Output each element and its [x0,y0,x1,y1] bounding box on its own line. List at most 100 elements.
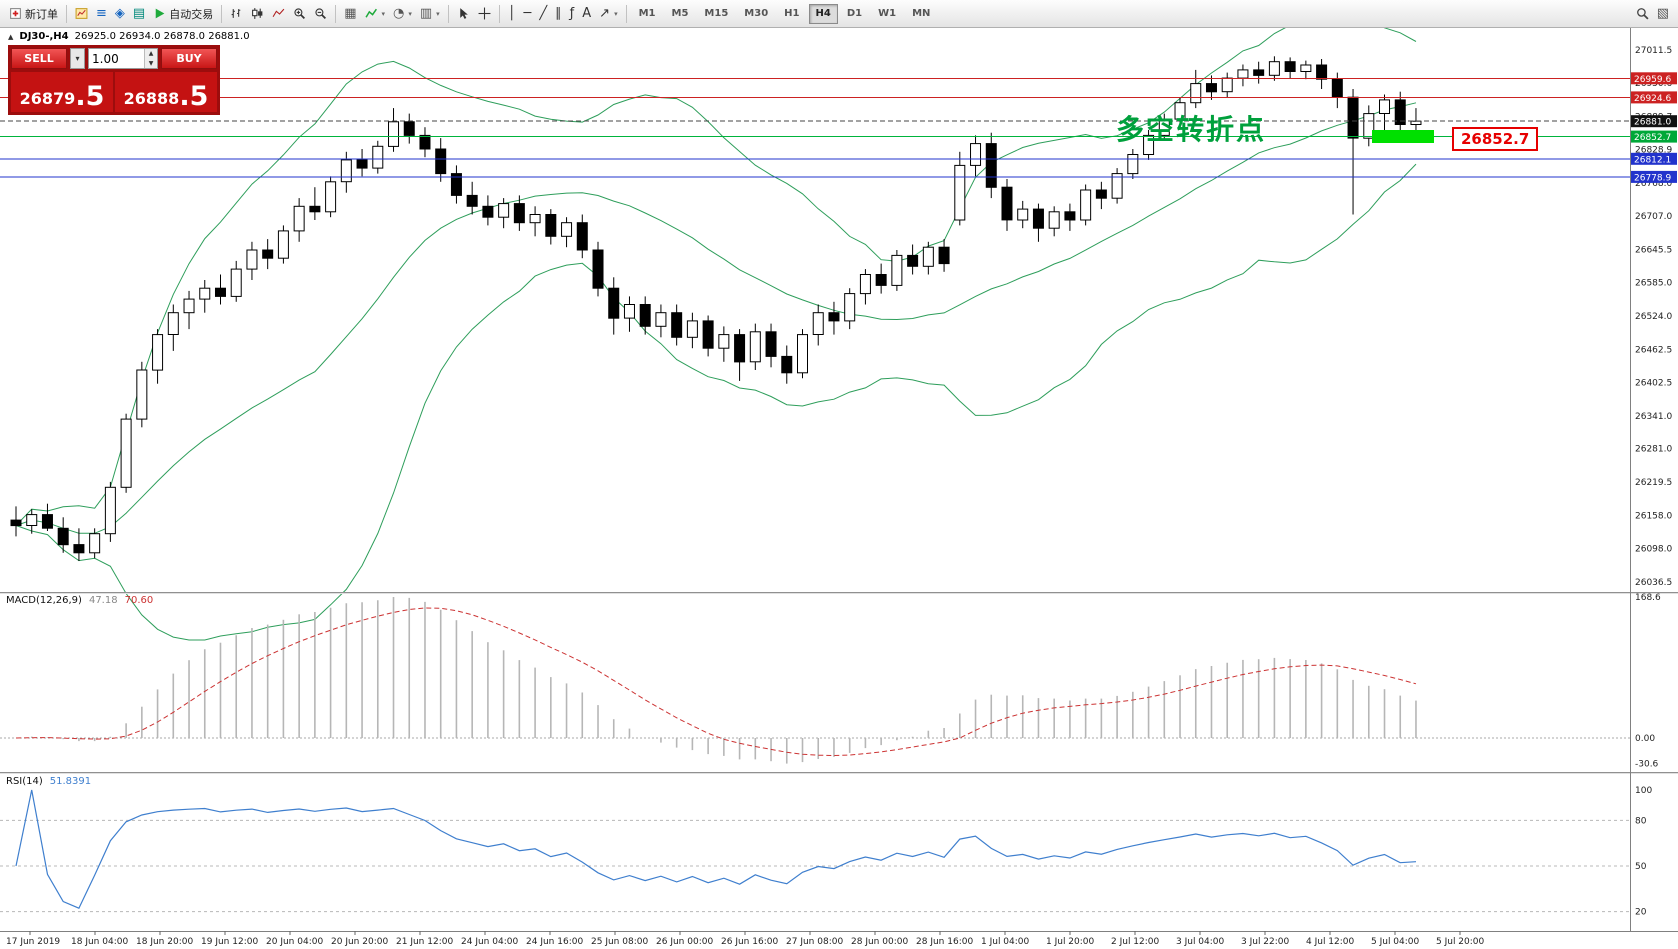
search-icon [1636,7,1649,20]
time-axis-label: 19 Jun 12:00 [201,937,258,947]
bollinger-upper-band [15,28,1417,526]
rsi-indicator-header: RSI(14) 51.8391 [6,776,91,787]
horizontal-line-button[interactable]: ─ [520,3,536,25]
fibonacci-button[interactable]: ƒ [566,3,579,25]
volume-input[interactable] [89,49,144,68]
tile-windows-icon: ▦ [344,6,357,21]
candle-down [828,312,840,322]
price-tag-label: 26852.7 [1634,133,1671,143]
auto-trading-button[interactable]: 自动交易 [149,3,217,25]
candle-up [1111,173,1123,199]
time-axis-label: 26 Jun 16:00 [721,937,778,947]
candlestick-chart-button[interactable] [247,3,268,25]
sell-button[interactable]: SELL [11,48,67,69]
time-axis-label: 18 Jun 20:00 [136,937,193,947]
candle-down [513,203,525,224]
vertical-line-button[interactable]: │ [504,3,520,25]
line-chart-button[interactable] [268,3,289,25]
price-tag-label: 26959.6 [1634,75,1671,85]
price-axis-label: 27011.5 [1635,46,1672,56]
time-axis-label: 20 Jun 04:00 [266,937,323,947]
market-watch-button[interactable]: ≡ [92,3,111,25]
new-order-button[interactable]: 新订单 [5,3,62,25]
candle-up [498,203,510,218]
volume-dropdown-button[interactable]: ▾ [70,48,85,69]
ask-price-box[interactable]: 26888.5 [115,72,217,112]
candle-down [907,254,919,267]
zoom-in-button[interactable] [289,3,310,25]
candle-up [372,145,384,169]
highlight-rectangle[interactable] [1372,130,1434,143]
line-chart-icon [272,7,285,20]
timeframe-h1-button[interactable]: H1 [784,8,800,19]
candle-down [765,331,777,357]
charts-button[interactable] [71,3,92,25]
bid-price-box[interactable]: 26879.5 [11,72,113,112]
timeframe-m30-button[interactable]: M30 [744,8,769,19]
chart-annotation-text[interactable]: 多空转折点 [1116,113,1267,146]
candle-up [1379,99,1391,115]
templates-button[interactable]: ▥ ▾ [416,3,444,25]
timeframe-m15-button[interactable]: M15 [704,8,729,19]
candle-down [985,143,997,188]
candle-down [576,222,588,251]
chart-list-button[interactable]: ▧ [1653,3,1673,25]
timeframe-m1-button[interactable]: M1 [638,8,656,19]
zoom-out-button[interactable] [310,3,331,25]
periods-icon: ◔ [393,6,405,21]
rsi-axis-label: 80 [1635,816,1647,826]
candle-up [686,320,698,338]
trendline-button[interactable]: ╱ [535,3,551,25]
candle-up [812,312,824,336]
bar-chart-button[interactable] [226,3,247,25]
candle-up [325,181,337,213]
navigator-icon: ◈ [114,6,125,21]
candle-down [1394,99,1406,126]
timeframe-w1-button[interactable]: W1 [878,8,897,19]
price-axis-label: 26524.0 [1635,312,1672,322]
price-axis-label: 26768.0 [1635,179,1672,189]
candle-down [1284,61,1296,73]
chart-canvas[interactable]: 27011.526950.626889.726828.926768.026707… [0,28,1678,949]
timeframe-mn-button[interactable]: MN [912,8,931,19]
buy-button[interactable]: BUY [161,48,217,69]
indicators-button[interactable]: ▾ [361,3,390,25]
macd-value-signal: 70.60 [124,595,154,606]
candle-down [734,334,746,363]
terminal-button[interactable]: ▤ [129,3,149,25]
candle-up [655,312,667,327]
trendline-icon: ╱ [539,6,548,21]
candle-up [529,214,541,224]
candle-down [608,287,620,319]
tile-windows-button[interactable]: ▦ [340,3,360,25]
candle-up [970,143,982,166]
time-axis-label: 3 Jul 04:00 [1176,937,1225,947]
volume-increase-button[interactable]: ▲ [145,49,157,59]
terminal-icon: ▤ [132,6,146,21]
rsi-axis-label: 50 [1635,862,1647,872]
candle-up [797,334,808,374]
time-axis[interactable]: 17 Jun 2019 18 Jun 04:00 18 Jun 20:00 19 Ju… [6,931,1485,947]
search-button[interactable] [1632,3,1653,25]
timeframe-m5-button[interactable]: M5 [671,8,689,19]
timeframe-h4-button[interactable]: H4 [808,3,838,24]
candle-up [718,334,730,349]
price-callout-label[interactable]: 26852.7 [1452,127,1539,151]
ask-main: 26888 [123,89,180,108]
market-watch-icon: ≡ [96,6,107,21]
toolbar-separator [66,4,67,23]
timeframe-d1-button[interactable]: D1 [846,8,863,19]
candle-down [1316,64,1328,80]
cursor-button[interactable] [453,3,474,25]
crosshair-button[interactable] [474,3,495,25]
candle-down [1347,96,1359,139]
navigator-button[interactable]: ◈ [111,3,129,25]
arrows-button[interactable]: ↗ ▾ [595,3,621,25]
volume-decrease-button[interactable]: ▼ [145,58,157,68]
text-button[interactable]: A [578,3,595,25]
price-tag-label: 26924.6 [1634,94,1671,104]
collapse-panel-icon[interactable]: ▲ [8,32,14,41]
candle-down [356,159,368,169]
periods-button[interactable]: ◔ ▾ [389,3,416,25]
channel-button[interactable]: ∥ [551,3,566,25]
